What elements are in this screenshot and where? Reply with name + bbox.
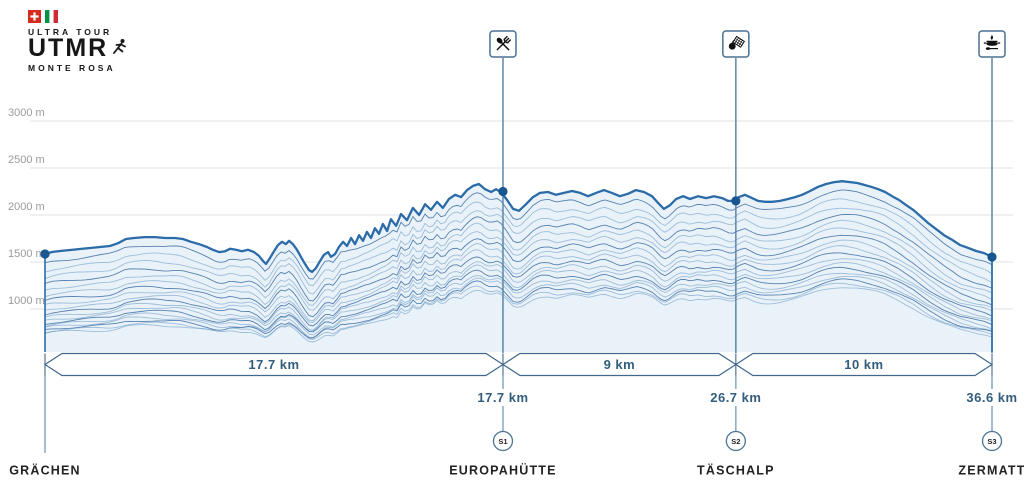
- checkpoint-icon-europahtte[interactable]: [489, 30, 517, 58]
- cumulative-distance-label: 36.6 km: [966, 390, 1017, 405]
- segment-label: 10 km: [844, 357, 883, 372]
- swiss-flag-icon: [28, 10, 41, 23]
- echo-line: [44, 266, 993, 333]
- logo-acronym: UTMR: [28, 36, 148, 61]
- label-backing: [470, 389, 535, 406]
- station-marker-s1[interactable]: [492, 430, 514, 452]
- profile-line: [43, 180, 994, 274]
- checkpoint-icon-zermatt[interactable]: [978, 30, 1006, 58]
- profile-area-fill: [45, 181, 992, 352]
- cumulative-distance-label: 26.7 km: [710, 390, 761, 405]
- echo-line: [44, 214, 993, 302]
- apple-snack-icon: [728, 35, 746, 50]
- country-flags: [28, 10, 148, 23]
- echo-line: [44, 207, 993, 295]
- segment-bar: 17.7 km 9 km 10 km: [43, 352, 994, 377]
- segment-label: 9 km: [604, 357, 636, 372]
- crossed-cutlery-icon: [496, 35, 512, 51]
- station-id: S1: [498, 437, 507, 446]
- echo-line: [44, 198, 993, 287]
- station-marker-s3[interactable]: [981, 430, 1003, 452]
- echo-line: [44, 219, 993, 306]
- utmr-logo: ULTRA TOUR UTMR MONTE ROSA: [28, 10, 148, 73]
- y-tick-label: 2500 m: [8, 154, 45, 166]
- checkpoint-icon-tschalp[interactable]: [722, 30, 750, 58]
- label-backing: [960, 389, 1024, 406]
- place-label: EUROPAHÜTTE: [449, 463, 556, 478]
- cumulative-distance-label: 17.7 km: [477, 390, 528, 405]
- segment-label: 17.7 km: [248, 357, 299, 372]
- echo-line: [44, 245, 993, 323]
- place-label: TÄSCHALP: [697, 463, 775, 478]
- echo-line: [44, 261, 993, 332]
- italy-flag-icon: [45, 10, 58, 23]
- echo-line: [44, 278, 993, 339]
- checkpoint-dot-europahtte: [498, 186, 508, 197]
- checkpoint-dot-tschalp: [731, 196, 741, 206]
- y-tick-label: 2000 m: [8, 201, 45, 213]
- hot-meal-icon: [983, 35, 1001, 50]
- checkpoint-footer: GRÄCHEN 17.7 km S1 EUROPAHÜTTE 26.7 km S2 TÄSC…: [9, 375, 1024, 478]
- echo-line: [44, 227, 993, 311]
- logo-tagline-bottom: MONTE ROSA: [28, 62, 116, 73]
- y-tick-label: 1500 m: [8, 248, 45, 260]
- place-label: GRÄCHEN: [9, 463, 81, 478]
- ridgeline-echo-lines: [44, 189, 993, 343]
- station-marker-s2[interactable]: [725, 430, 746, 452]
- checkpoint-dot-zermatt: [987, 252, 997, 262]
- label-backing: [703, 389, 768, 406]
- echo-line: [44, 189, 993, 280]
- echo-line: [44, 258, 993, 331]
- y-tick-label: 1000 m: [8, 295, 45, 307]
- echo-line: [44, 234, 993, 318]
- echo-line: [44, 275, 993, 339]
- station-id: S2: [731, 437, 740, 446]
- place-label: ZERMATT: [958, 464, 1024, 478]
- logo-tagline-top: ULTRA TOUR: [28, 27, 113, 37]
- echo-line: [44, 287, 993, 343]
- echo-line: [44, 272, 993, 336]
- y-tick-label: 3000 m: [8, 107, 45, 119]
- echo-line: [44, 239, 993, 322]
- station-id: S3: [987, 437, 996, 446]
- checkpoint-dot-grchen: [40, 249, 50, 259]
- echo-line: [44, 252, 993, 327]
- runner-icon: [113, 39, 126, 54]
